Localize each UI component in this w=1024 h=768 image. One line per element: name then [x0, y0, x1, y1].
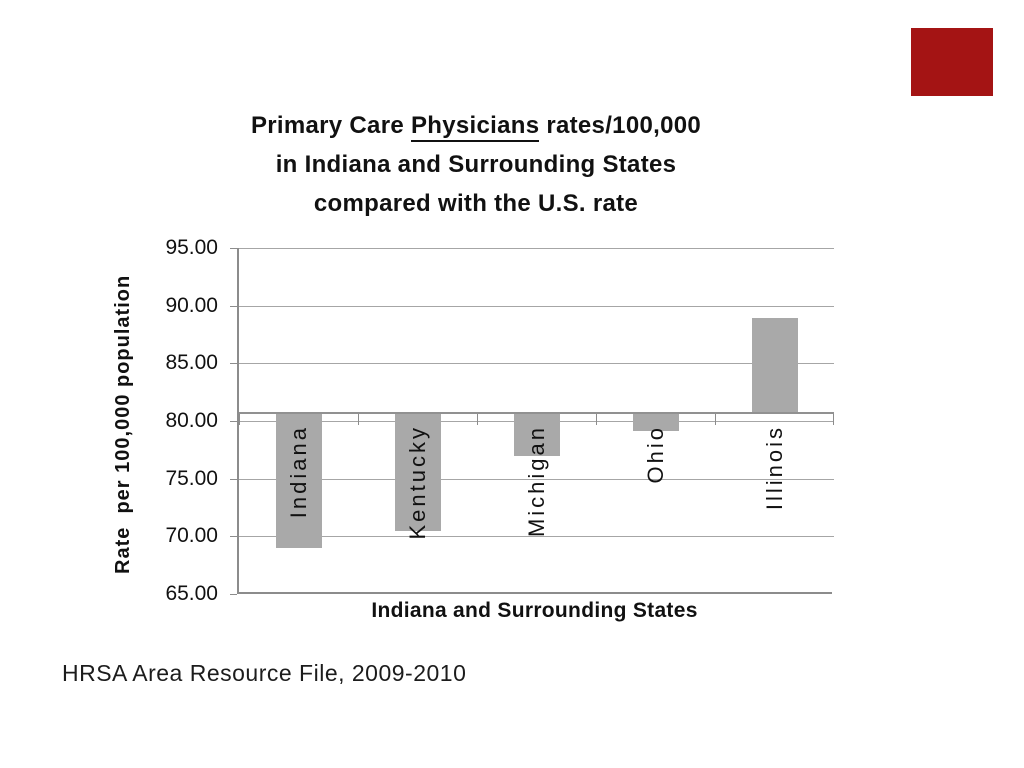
y-axis-tick — [230, 421, 237, 422]
category-axis-tick — [239, 413, 240, 425]
y-tick-label: 90.00 — [165, 293, 218, 317]
bar — [751, 318, 798, 413]
y-tick-label: 85.00 — [165, 351, 218, 375]
category-axis-tick — [477, 413, 478, 425]
category-label: Illinois — [761, 424, 787, 511]
category-label: Michigan — [523, 424, 549, 537]
accent-square — [911, 28, 993, 96]
gridline — [239, 478, 834, 480]
y-tick-label: 65.00 — [165, 582, 218, 605]
y-axis-tick — [230, 363, 237, 365]
bar — [513, 412, 560, 456]
y-tick-label: 80.00 — [165, 409, 218, 432]
source-text: HRSA Area Resource File, 2009-2010 — [62, 660, 467, 686]
slide-title-line1: Primary Care Physicians rates/100,000 — [0, 106, 952, 145]
category-axis-tick — [715, 413, 716, 425]
plot-area: Indiana Kentucky Michigan Ohio Illinois — [237, 248, 834, 594]
gridline — [239, 248, 834, 249]
y-tick-label: 95.00 — [165, 236, 218, 259]
title-text-underlined: Physicians — [410, 112, 540, 142]
y-axis-tick — [230, 248, 237, 249]
y-axis-tick — [230, 305, 237, 307]
title-text-post: rates/100,000 — [539, 112, 702, 139]
title-text-pre: Primary Care — [250, 112, 411, 139]
bar — [632, 412, 679, 432]
y-tick-label: 70.00 — [165, 524, 218, 548]
y-axis-tick — [230, 594, 237, 595]
category-label: Ohio — [642, 424, 668, 484]
y-axis-tick — [230, 536, 237, 538]
category-axis-tick — [833, 413, 834, 425]
category-axis-tick — [596, 413, 597, 425]
y-axis-tick — [230, 478, 237, 480]
gridline — [239, 305, 834, 307]
bar — [394, 412, 441, 531]
slide-title-line3: compared with the U.S. rate — [313, 190, 639, 217]
bar — [275, 412, 322, 548]
y-tick-label: 75.00 — [165, 466, 218, 490]
slide-title-line2: in Indiana and Surrounding States — [275, 151, 677, 178]
x-axis-title: Indiana and Surrounding States — [371, 599, 698, 622]
us-rate-baseline — [239, 411, 834, 414]
slide-title: Primary Care Physicians rates/100,000 in… — [0, 106, 952, 223]
category-axis-tick — [358, 413, 359, 425]
category-label: Kentucky — [404, 424, 430, 540]
category-label: Indiana — [285, 424, 311, 519]
gridline — [239, 536, 834, 538]
gridline — [239, 363, 834, 365]
